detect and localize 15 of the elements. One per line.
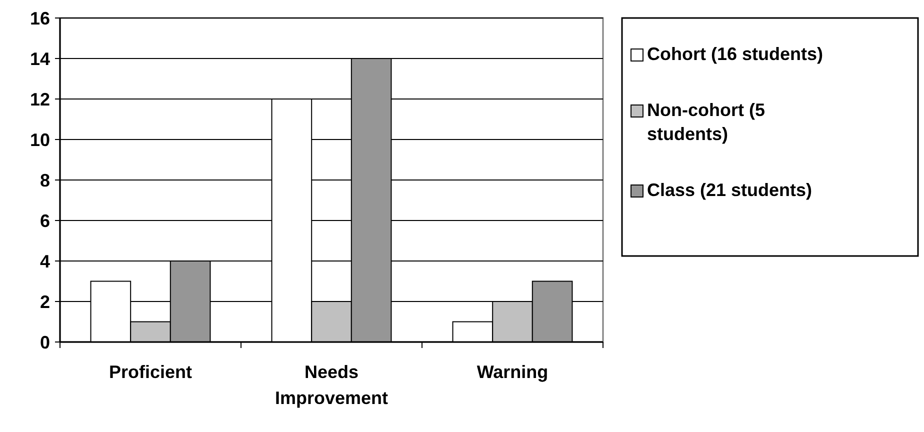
y-tick-label: 6	[40, 210, 50, 231]
legend-label: Cohort (16 students)	[647, 44, 824, 64]
y-tick-label: 2	[40, 292, 50, 312]
y-tick-label: 14	[30, 48, 50, 69]
y-tick-label: 12	[30, 89, 50, 110]
y-tick-label: 10	[30, 130, 50, 150]
x-tick-label: Warning	[476, 362, 548, 382]
y-tick-label: 4	[40, 251, 50, 272]
y-tick-label: 0	[40, 332, 50, 352]
y-tick-label: 16	[30, 8, 50, 28]
x-tick-label: Needs Improvement	[274, 362, 388, 408]
x-tick-label: Proficient	[108, 362, 192, 382]
y-tick-label: 8	[40, 170, 50, 190]
legend-label: Non-cohort (5 students)	[647, 100, 765, 144]
legend-label: Class (21 students)	[647, 180, 812, 200]
